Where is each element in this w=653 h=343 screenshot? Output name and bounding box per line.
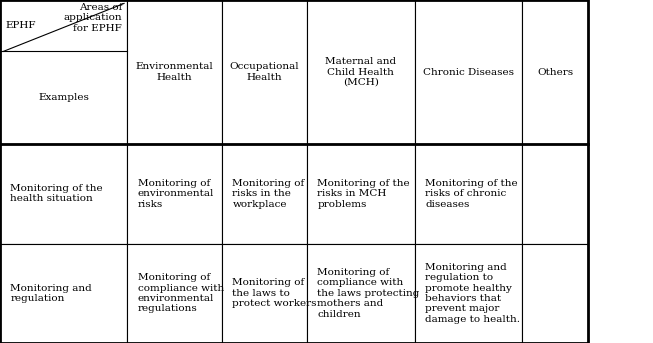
Bar (0, 0, 127, 144)
Bar (415, 144, 522, 244)
Bar (522, 244, 588, 343)
Text: Monitoring of
risks in the
workplace: Monitoring of risks in the workplace (232, 179, 305, 209)
Bar (307, 144, 415, 244)
Bar (522, 144, 588, 244)
Bar (127, 0, 222, 144)
Bar (0, 244, 127, 343)
Bar (222, 144, 307, 244)
Text: Monitoring of the
risks of chronic
diseases: Monitoring of the risks of chronic disea… (425, 179, 518, 209)
Text: Areas of
application
for EPHF: Areas of application for EPHF (63, 3, 122, 33)
Text: Monitoring of
the laws to
protect workers: Monitoring of the laws to protect worker… (232, 279, 317, 308)
Text: Monitoring and
regulation: Monitoring and regulation (10, 284, 92, 303)
Text: Monitoring of
environmental
risks: Monitoring of environmental risks (138, 179, 214, 209)
Text: Monitoring of
compliance with
environmental
regulations: Monitoring of compliance with environmen… (138, 273, 224, 314)
Text: Monitoring of
compliance with
the laws protecting
mothers and
children: Monitoring of compliance with the laws p… (317, 268, 420, 319)
Text: Environmental
Health: Environmental Health (136, 62, 214, 82)
Bar (222, 0, 307, 144)
Text: Monitoring of the
risks in MCH
problems: Monitoring of the risks in MCH problems (317, 179, 410, 209)
Text: Examples: Examples (39, 93, 89, 102)
Text: Monitoring of the
health situation: Monitoring of the health situation (10, 184, 103, 203)
Text: Chronic Diseases: Chronic Diseases (423, 68, 514, 76)
Bar (127, 244, 222, 343)
Bar (415, 244, 522, 343)
Bar (0, 144, 127, 244)
Bar (127, 144, 222, 244)
Bar (307, 244, 415, 343)
Text: Others: Others (537, 68, 573, 76)
Bar (307, 0, 415, 144)
Text: Occupational
Health: Occupational Health (230, 62, 299, 82)
Bar (522, 0, 588, 144)
Bar (222, 244, 307, 343)
Text: EPHF: EPHF (5, 21, 36, 30)
Text: Maternal and
Child Health
(MCH): Maternal and Child Health (MCH) (325, 57, 396, 87)
Text: Monitoring and
regulation to
promote healthy
behaviors that
prevent major
damage: Monitoring and regulation to promote hea… (425, 263, 520, 324)
Bar (415, 0, 522, 144)
